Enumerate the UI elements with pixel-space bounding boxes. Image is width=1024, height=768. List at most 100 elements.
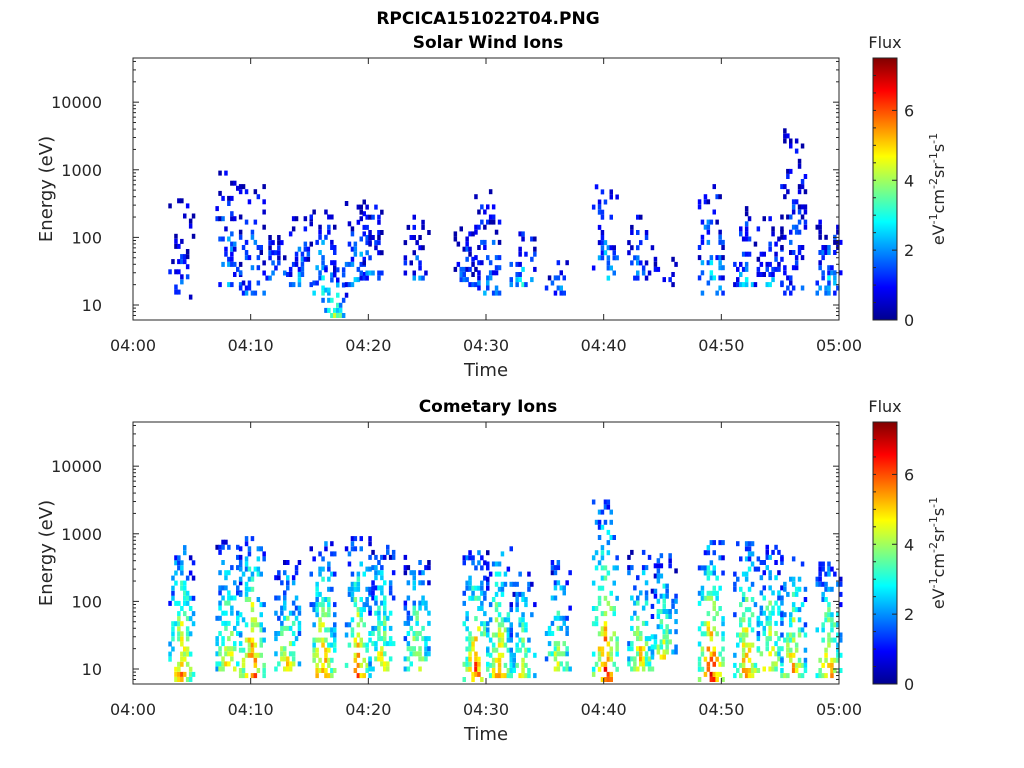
flux-pixel <box>827 637 831 643</box>
flux-pixel <box>497 627 502 633</box>
flux-pixel <box>789 214 793 220</box>
flux-pixel <box>515 581 519 587</box>
flux-pixel <box>612 661 616 667</box>
flux-pixel <box>762 585 766 591</box>
flux-pixel <box>171 636 175 642</box>
flux-pixel <box>227 282 231 288</box>
flux-pixel <box>297 272 302 277</box>
flux-pixel <box>830 622 834 628</box>
flux-pixel <box>786 591 790 597</box>
flux-pixel <box>465 626 469 632</box>
flux-pixel <box>286 560 290 565</box>
flux-pixel <box>697 600 702 606</box>
colorbar-title: Flux <box>868 33 901 52</box>
flux-pixel <box>177 616 181 622</box>
flux-pixel <box>180 565 184 571</box>
flux-pixel <box>591 580 596 586</box>
flux-pixel <box>662 629 666 635</box>
flux-pixel <box>521 637 525 643</box>
flux-pixel <box>406 595 411 601</box>
flux-pixel <box>185 646 190 652</box>
flux-pixel <box>183 590 187 596</box>
flux-pixel <box>244 556 249 562</box>
flux-pixel <box>709 270 714 276</box>
flux-pixel <box>671 272 675 277</box>
flux-pixel <box>356 673 361 679</box>
flux-pixel <box>327 576 331 582</box>
flux-pixel <box>591 671 596 677</box>
flux-pixel <box>427 610 431 616</box>
flux-pixel <box>359 612 363 618</box>
flux-pixel <box>180 636 184 642</box>
flux-pixel <box>733 662 737 668</box>
flux-pixel <box>706 545 711 551</box>
flux-pixel <box>180 238 184 244</box>
flux-pixel <box>739 632 743 638</box>
flux-pixels <box>168 499 843 682</box>
flux-pixel <box>338 302 343 308</box>
flux-pixel <box>368 610 372 616</box>
flux-pixel <box>674 629 678 635</box>
flux-pixel <box>524 597 528 602</box>
flux-pixel <box>327 612 331 618</box>
flux-pixel <box>659 624 664 630</box>
flux-pixel <box>359 561 363 567</box>
flux-pixel <box>177 666 181 672</box>
flux-pixel <box>674 568 678 574</box>
flux-pixel <box>653 588 658 594</box>
flux-pixel <box>500 586 505 592</box>
flux-pixel <box>403 600 408 606</box>
flux-pixel <box>800 627 805 633</box>
flux-pixel <box>327 627 331 633</box>
flux-pixel <box>600 646 605 652</box>
flux-pixel <box>427 636 431 642</box>
flux-pixel <box>362 199 366 205</box>
flux-pixel <box>230 631 234 636</box>
flux-pixel <box>612 606 616 611</box>
flux-pixel <box>612 250 616 256</box>
flux-pixel <box>365 586 369 592</box>
flux-pixel <box>218 190 222 196</box>
flux-pixel <box>656 578 661 584</box>
flux-pixel <box>500 642 505 648</box>
flux-pixel <box>353 602 358 608</box>
flux-pixel <box>636 575 640 581</box>
flux-pixel <box>191 621 196 627</box>
flux-pixel <box>712 275 716 281</box>
flux-pixel <box>789 143 793 149</box>
flux-pixel <box>674 261 678 267</box>
flux-pixel <box>836 652 840 658</box>
colorbar-tick-label: 2 <box>904 241 914 260</box>
flux-pixel <box>421 219 425 225</box>
flux-pixel <box>794 586 799 592</box>
flux-pixel <box>836 657 840 663</box>
flux-pixel <box>594 519 599 525</box>
flux-pixel <box>836 229 840 235</box>
flux-pixel <box>386 666 390 672</box>
flux-pixel <box>177 555 181 561</box>
flux-pixel <box>177 243 181 249</box>
flux-pixel <box>744 541 749 547</box>
flux-pixel <box>550 620 555 626</box>
y-axis-label: Energy (eV) <box>36 136 57 242</box>
flux-pixel <box>744 226 749 232</box>
flux-pixel <box>468 651 472 657</box>
flux-pixel <box>783 138 787 144</box>
flux-pixel <box>706 565 711 571</box>
flux-pixel <box>365 602 369 608</box>
flux-pixel <box>712 646 716 652</box>
flux-pixel <box>321 668 325 673</box>
flux-pixel <box>338 307 343 313</box>
flux-pixel <box>736 668 740 673</box>
flux-pixel <box>756 631 761 636</box>
flux-pixel <box>644 260 649 266</box>
flux-pixel <box>262 209 266 215</box>
flux-pixel <box>368 214 372 220</box>
flux-pixel <box>471 560 475 566</box>
flux-pixel <box>644 595 649 601</box>
flux-pixel <box>356 277 361 283</box>
flux-pixel <box>318 229 322 235</box>
flux-pixel <box>336 307 340 313</box>
flux-pixel <box>786 285 790 291</box>
flux-pixel <box>353 657 358 663</box>
